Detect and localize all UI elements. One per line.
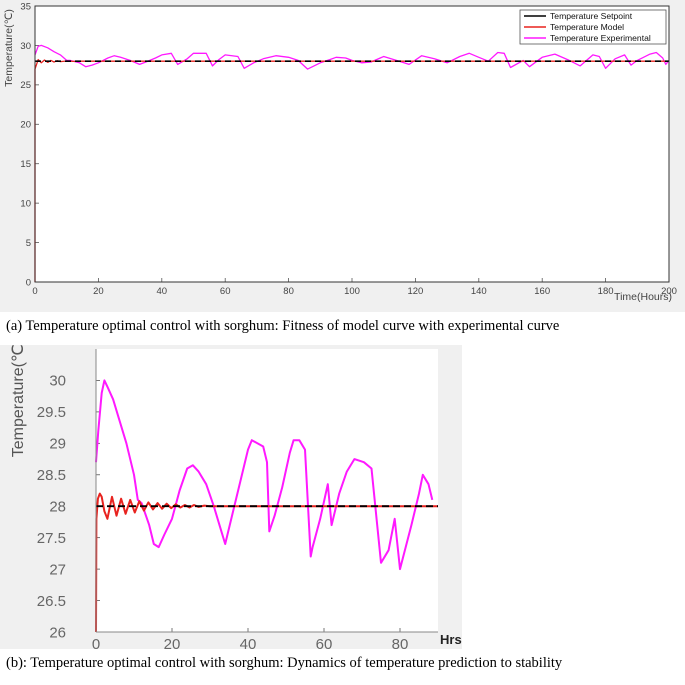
chart-b-xtick-label: 0 bbox=[92, 636, 100, 649]
chart-b-ytick-label: 30 bbox=[49, 373, 66, 390]
chart-b-xtick-label: 80 bbox=[392, 636, 409, 649]
legend-a-label-setpoint: Temperature Setpoint bbox=[550, 11, 633, 21]
chart-a-plot-area bbox=[35, 6, 669, 282]
chart-a-axes-frame bbox=[34, 5, 670, 283]
chart-a-xtick-label: 60 bbox=[220, 286, 231, 297]
chart-a-xtick-label: 0 bbox=[32, 286, 37, 297]
chart-a-xtick-label: 120 bbox=[407, 286, 423, 297]
chart-a-series-temperature-experimental bbox=[34, 44, 670, 70]
chart-b-xlabel: Hrs bbox=[440, 632, 462, 647]
figure-caption-a: (a) Temperature optimal control with sor… bbox=[6, 318, 560, 334]
chart-a-xtick-label: 20 bbox=[93, 286, 104, 297]
chart-a-xtick-label: 140 bbox=[471, 286, 487, 297]
chart-a-ytick-label: 35 bbox=[20, 1, 31, 12]
chart-b-ytick-label: 28.5 bbox=[37, 467, 66, 484]
chart-a-svg: 0 5 10 15 20 25 30 35 0 20 40 60 80 100 120 140 160 180 20… bbox=[3, 1, 677, 303]
chart-b-ytick-label: 29.5 bbox=[37, 404, 66, 421]
chart-b-ytick-label: 28 bbox=[49, 498, 66, 515]
chart-b-svg: 26 26.5 27 27.5 28 28.5 29 29.5 30 0 20 40 60 80 Temp… bbox=[10, 339, 462, 653]
chart-a-xtick-label: 180 bbox=[598, 286, 614, 297]
chart-b-ytick-label: 29 bbox=[49, 436, 66, 453]
chart-panel-a: 0 5 10 15 20 25 30 35 0 20 40 60 80 100 120 140 160 180 20… bbox=[0, 0, 685, 312]
chart-a-xtick-label: 200 bbox=[661, 286, 677, 297]
chart-a-xlabel: Time(Hours) bbox=[614, 291, 672, 303]
chart-b-xtick-label: 20 bbox=[164, 636, 181, 649]
chart-a-ytick-label: 30 bbox=[20, 41, 31, 52]
chart-b-xtick-label: 40 bbox=[240, 636, 257, 649]
chart-a-ytick-label: 0 bbox=[26, 277, 31, 288]
chart-a-legend: Temperature Setpoint Temperature Model T… bbox=[519, 9, 667, 45]
chart-b-series-temperature-experimental bbox=[95, 379, 434, 571]
chart-b-ylabel: Temperature(℃) bbox=[10, 345, 27, 457]
chart-a-ytick-label: 10 bbox=[20, 198, 31, 209]
chart-b-xtick-label: 60 bbox=[316, 636, 333, 649]
legend-a-label-model: Temperature Model bbox=[550, 22, 624, 32]
figure-caption-b: (b): Temperature optimal control with so… bbox=[6, 655, 563, 671]
chart-a-ytick-label: 5 bbox=[26, 238, 31, 249]
chart-a-ytick-label: 20 bbox=[20, 120, 31, 131]
chart-b-ytick-label: 27.5 bbox=[37, 530, 66, 547]
chart-a-ytick-label: 25 bbox=[20, 80, 31, 91]
chart-b-ytick-label: 26 bbox=[49, 624, 66, 641]
chart-panel-b: 26 26.5 27 27.5 28 28.5 29 29.5 30 0 20 40 60 80 Temp… bbox=[0, 339, 462, 653]
chart-a-series-temperature-model bbox=[34, 58, 669, 282]
chart-a-xtick-label: 40 bbox=[157, 286, 168, 297]
chart-a-xtick-label: 80 bbox=[283, 286, 294, 297]
chart-a-xtick-label: 160 bbox=[534, 286, 550, 297]
chart-a-ytick-label: 15 bbox=[20, 159, 31, 170]
chart-a-ylabel: Temperature(℃) bbox=[3, 9, 15, 87]
legend-a-label-experimental: Temperature Experimental bbox=[550, 33, 651, 43]
chart-b-ytick-label: 26.5 bbox=[37, 593, 66, 610]
chart-b-ytick-label: 27 bbox=[49, 561, 66, 578]
chart-a-xtick-label: 100 bbox=[344, 286, 360, 297]
